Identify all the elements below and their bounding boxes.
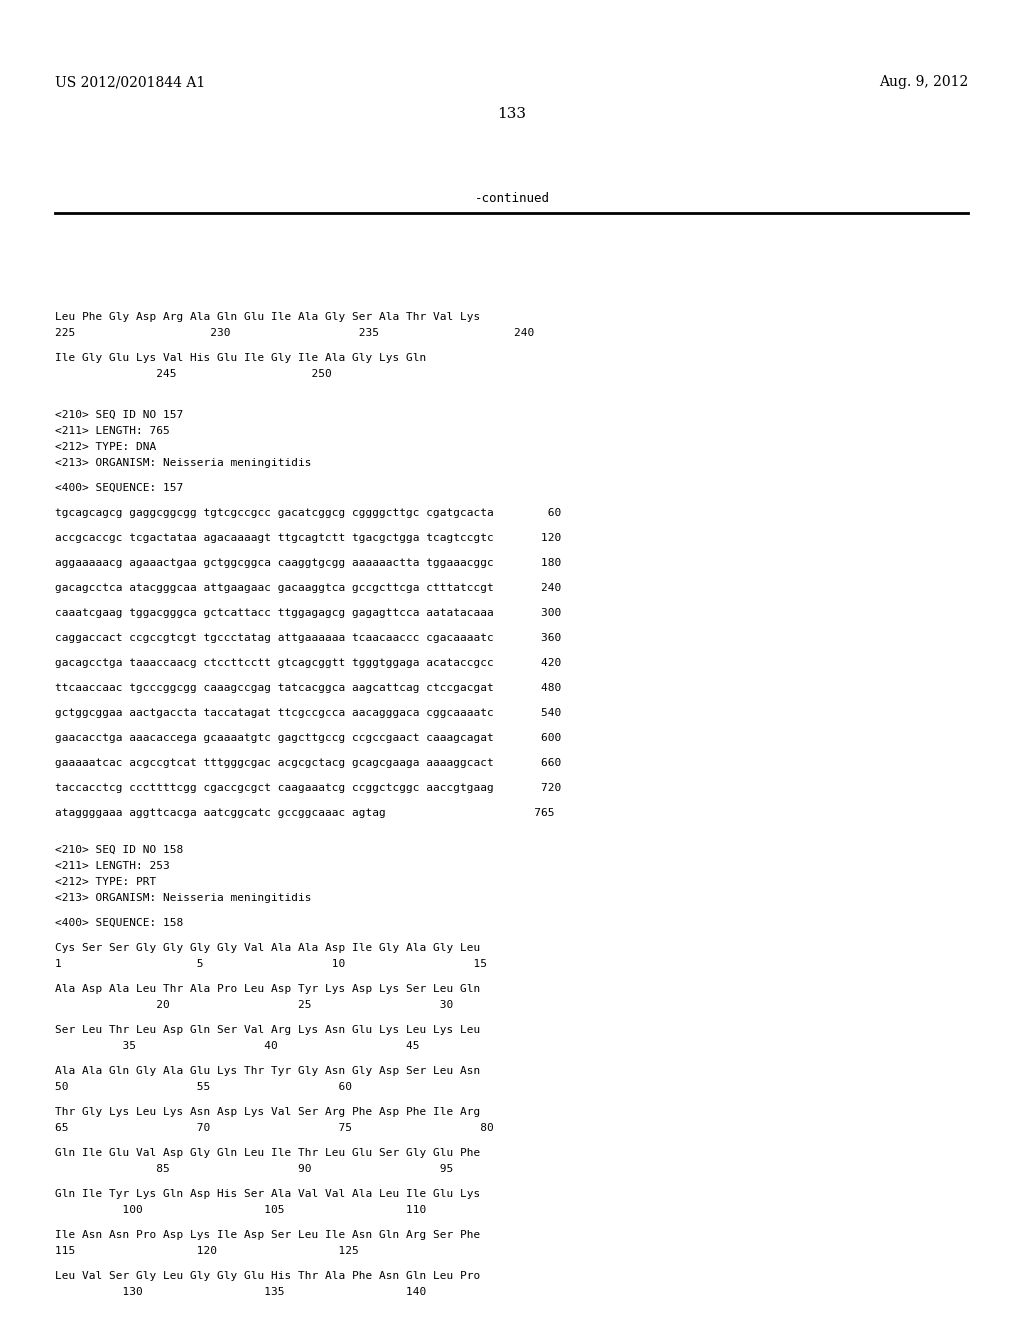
Text: gacagcctga taaaccaacg ctccttcctt gtcagcggtt tgggtggaga acataccgcc       420: gacagcctga taaaccaacg ctccttcctt gtcagcg… [55,657,561,668]
Text: Gln Ile Tyr Lys Gln Asp His Ser Ala Val Val Ala Leu Ile Glu Lys: Gln Ile Tyr Lys Gln Asp His Ser Ala Val … [55,1189,480,1199]
Text: taccacctcg cccttttcgg cgaccgcgct caagaaatcg ccggctcggc aaccgtgaag       720: taccacctcg cccttttcgg cgaccgcgct caagaaa… [55,783,561,793]
Text: 35                   40                   45: 35 40 45 [55,1041,420,1051]
Text: 225                    230                   235                    240: 225 230 235 240 [55,327,535,338]
Text: Ser Leu Thr Leu Asp Gln Ser Val Arg Lys Asn Glu Lys Leu Lys Leu: Ser Leu Thr Leu Asp Gln Ser Val Arg Lys … [55,1026,480,1035]
Text: Thr Gly Lys Leu Lys Asn Asp Lys Val Ser Arg Phe Asp Phe Ile Arg: Thr Gly Lys Leu Lys Asn Asp Lys Val Ser … [55,1107,480,1117]
Text: <213> ORGANISM: Neisseria meningitidis: <213> ORGANISM: Neisseria meningitidis [55,894,311,903]
Text: 115                  120                  125: 115 120 125 [55,1246,358,1257]
Text: aggaaaaacg agaaactgaa gctggcggca caaggtgcgg aaaaaactta tggaaacggc       180: aggaaaaacg agaaactgaa gctggcggca caaggtg… [55,558,561,568]
Text: -continued: -continued [474,191,550,205]
Text: gaaaaatcac acgccgtcat tttgggcgac acgcgctacg gcagcgaaga aaaaggcact       660: gaaaaatcac acgccgtcat tttgggcgac acgcgct… [55,758,561,768]
Text: Ile Gly Glu Lys Val His Glu Ile Gly Ile Ala Gly Lys Gln: Ile Gly Glu Lys Val His Glu Ile Gly Ile … [55,352,426,363]
Text: tgcagcagcg gaggcggcgg tgtcgccgcc gacatcggcg cggggcttgc cgatgcacta        60: tgcagcagcg gaggcggcgg tgtcgccgcc gacatcg… [55,508,561,517]
Text: 130                  135                  140: 130 135 140 [55,1287,426,1298]
Text: 245                    250: 245 250 [55,370,332,379]
Text: <212> TYPE: PRT: <212> TYPE: PRT [55,876,157,887]
Text: Leu Val Ser Gly Leu Gly Gly Glu His Thr Ala Phe Asn Gln Leu Pro: Leu Val Ser Gly Leu Gly Gly Glu His Thr … [55,1271,480,1280]
Text: <211> LENGTH: 253: <211> LENGTH: 253 [55,861,170,871]
Text: ttcaaccaac tgcccggcgg caaagccgag tatcacggca aagcattcag ctccgacgat       480: ttcaaccaac tgcccggcgg caaagccgag tatcacg… [55,682,561,693]
Text: 65                   70                   75                   80: 65 70 75 80 [55,1123,494,1133]
Text: US 2012/0201844 A1: US 2012/0201844 A1 [55,75,205,88]
Text: gctggcggaa aactgaccta taccatagat ttcgccgcca aacagggaca cggcaaaatc       540: gctggcggaa aactgaccta taccatagat ttcgccg… [55,708,561,718]
Text: <210> SEQ ID NO 158: <210> SEQ ID NO 158 [55,845,183,855]
Text: <400> SEQUENCE: 157: <400> SEQUENCE: 157 [55,483,183,492]
Text: 1                    5                   10                   15: 1 5 10 15 [55,960,487,969]
Text: accgcaccgc tcgactataa agacaaaagt ttgcagtctt tgacgctgga tcagtccgtc       120: accgcaccgc tcgactataa agacaaaagt ttgcagt… [55,533,561,543]
Text: 50                   55                   60: 50 55 60 [55,1082,352,1092]
Text: gacagcctca atacgggcaa attgaagaac gacaaggtca gccgcttcga ctttatccgt       240: gacagcctca atacgggcaa attgaagaac gacaagg… [55,583,561,593]
Text: <212> TYPE: DNA: <212> TYPE: DNA [55,442,157,451]
Text: 100                  105                  110: 100 105 110 [55,1205,426,1214]
Text: caaatcgaag tggacgggca gctcattacc ttggagagcg gagagttcca aatatacaaa       300: caaatcgaag tggacgggca gctcattacc ttggaga… [55,609,561,618]
Text: <210> SEQ ID NO 157: <210> SEQ ID NO 157 [55,411,183,420]
Text: Leu Phe Gly Asp Arg Ala Gln Glu Ile Ala Gly Ser Ala Thr Val Lys: Leu Phe Gly Asp Arg Ala Gln Glu Ile Ala … [55,312,480,322]
Text: caggaccact ccgccgtcgt tgccctatag attgaaaaaa tcaacaaccc cgacaaaatc       360: caggaccact ccgccgtcgt tgccctatag attgaaa… [55,634,561,643]
Text: Cys Ser Ser Gly Gly Gly Gly Val Ala Ala Asp Ile Gly Ala Gly Leu: Cys Ser Ser Gly Gly Gly Gly Val Ala Ala … [55,942,480,953]
Text: <213> ORGANISM: Neisseria meningitidis: <213> ORGANISM: Neisseria meningitidis [55,458,311,469]
Text: <211> LENGTH: 765: <211> LENGTH: 765 [55,426,170,436]
Text: 20                   25                   30: 20 25 30 [55,1001,454,1010]
Text: Ala Ala Gln Gly Ala Glu Lys Thr Tyr Gly Asn Gly Asp Ser Leu Asn: Ala Ala Gln Gly Ala Glu Lys Thr Tyr Gly … [55,1067,480,1076]
Text: ataggggaaa aggttcacga aatcggcatc gccggcaaac agtag                      765: ataggggaaa aggttcacga aatcggcatc gccggca… [55,808,555,818]
Text: 85                   90                   95: 85 90 95 [55,1164,454,1173]
Text: Ile Asn Asn Pro Asp Lys Ile Asp Ser Leu Ile Asn Gln Arg Ser Phe: Ile Asn Asn Pro Asp Lys Ile Asp Ser Leu … [55,1230,480,1239]
Text: Aug. 9, 2012: Aug. 9, 2012 [879,75,968,88]
Text: gaacacctga aaacaccega gcaaaatgtc gagcttgccg ccgccgaact caaagcagat       600: gaacacctga aaacaccega gcaaaatgtc gagcttg… [55,733,561,743]
Text: <400> SEQUENCE: 158: <400> SEQUENCE: 158 [55,917,183,928]
Text: 133: 133 [498,107,526,121]
Text: Ala Asp Ala Leu Thr Ala Pro Leu Asp Tyr Lys Asp Lys Ser Leu Gln: Ala Asp Ala Leu Thr Ala Pro Leu Asp Tyr … [55,983,480,994]
Text: Gln Ile Glu Val Asp Gly Gln Leu Ile Thr Leu Glu Ser Gly Glu Phe: Gln Ile Glu Val Asp Gly Gln Leu Ile Thr … [55,1148,480,1158]
